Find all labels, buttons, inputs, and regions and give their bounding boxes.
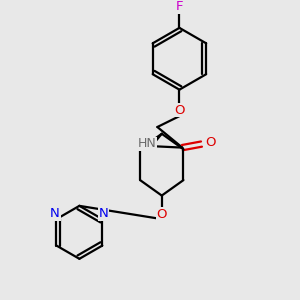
Text: O: O	[157, 208, 167, 220]
Text: F: F	[176, 0, 183, 13]
Text: HN: HN	[138, 137, 156, 150]
Text: O: O	[174, 104, 185, 117]
Text: N: N	[50, 207, 60, 220]
Text: O: O	[205, 136, 216, 149]
Text: N: N	[99, 207, 109, 220]
